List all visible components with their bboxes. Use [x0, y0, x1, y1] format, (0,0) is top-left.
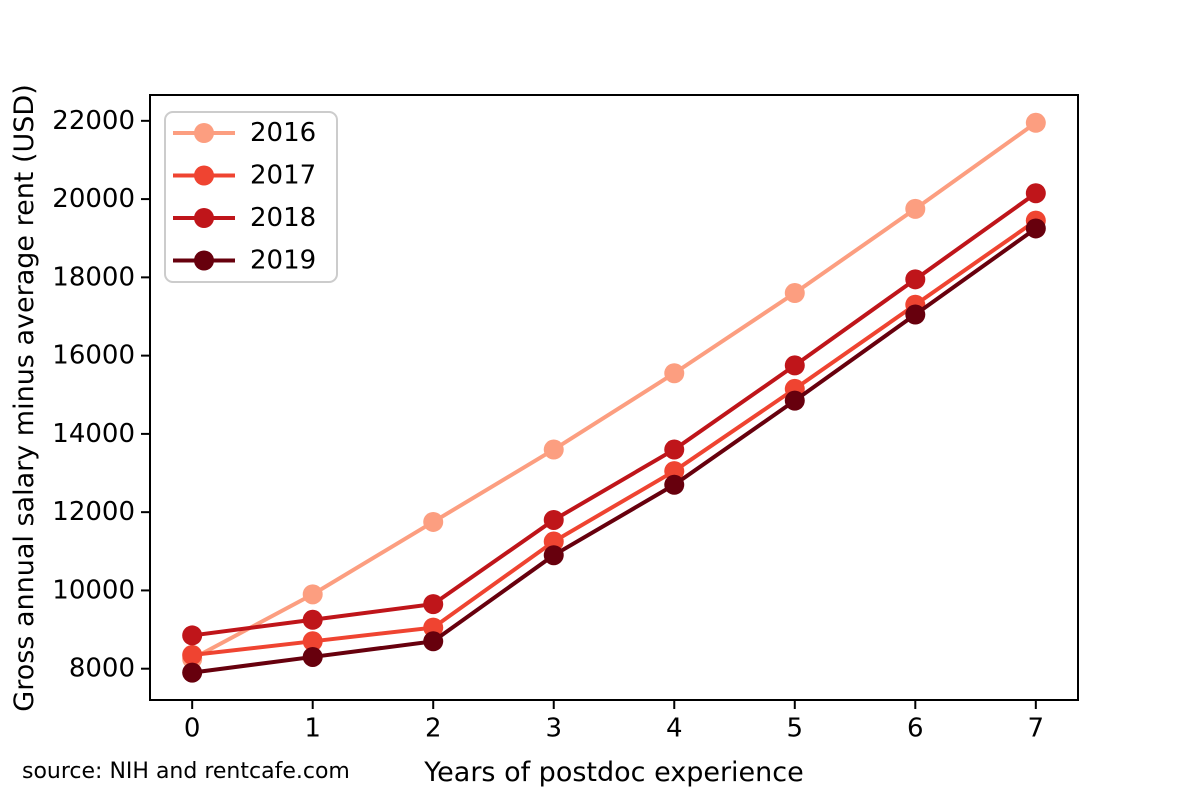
data-point-2016-6 [905, 198, 926, 219]
data-point-2016-3 [543, 439, 564, 460]
data-point-2019-5 [784, 390, 805, 411]
x-tick-label: 7 [1028, 713, 1045, 743]
source-note: source: NIH and rentcafe.com [22, 759, 350, 784]
data-point-2018-4 [664, 439, 685, 460]
legend-swatch-marker [194, 250, 214, 271]
legend-box [164, 111, 338, 283]
y-axis-label: Gross annual salary minus average rent (… [9, 84, 40, 711]
x-tick-label: 0 [184, 713, 201, 743]
ticks-layer: 8000 10000 12000 14000 16000 18000 20000 22000 0… [52, 106, 1044, 744]
x-tick-label: 3 [545, 713, 562, 743]
legend-entry-2016: 2016 [173, 118, 316, 148]
legend-swatch-marker [194, 208, 214, 228]
x-tick-label: 6 [907, 713, 924, 743]
x-axis-label: Years of postdoc experience [423, 757, 803, 788]
legend-entry-2018: 2018 [173, 203, 316, 233]
x-tick-label: 1 [304, 713, 321, 743]
y-tick-label: 8000 [69, 654, 135, 684]
series-line-2019 [191, 226, 1037, 675]
legend-label: 2019 [250, 246, 316, 276]
data-point-2018-0 [182, 625, 203, 646]
legend-swatch-marker [194, 165, 214, 186]
y-tick-label: 20000 [52, 184, 135, 214]
data-point-2019-4 [664, 474, 685, 495]
data-point-2017-0 [182, 644, 203, 665]
data-point-2019-1 [302, 646, 323, 667]
data-point-2016-4 [664, 363, 685, 384]
data-point-2018-5 [784, 355, 805, 376]
y-tick-label: 12000 [52, 497, 135, 527]
y-tick-label: 22000 [52, 106, 135, 136]
data-point-2018-1 [302, 609, 323, 630]
data-point-2018-7 [1025, 183, 1046, 204]
data-point-2017-4 [664, 461, 685, 482]
y-tick-label: 16000 [52, 341, 135, 371]
series-line-2018 [191, 191, 1037, 638]
x-tick-label: 5 [787, 713, 804, 743]
y-tick-label: 14000 [52, 419, 135, 449]
y-tick-label: 10000 [52, 575, 135, 605]
data-point-2019-7 [1025, 218, 1046, 239]
data-point-2017-1 [302, 631, 323, 652]
legend-swatch-marker [194, 123, 214, 143]
data-point-2019-3 [543, 545, 564, 566]
series-layer [182, 112, 1046, 683]
series-line-2016 [191, 121, 1037, 661]
data-point-2019-6 [905, 304, 926, 325]
data-point-2018-6 [905, 269, 926, 290]
data-point-2016-5 [784, 283, 805, 304]
data-point-2018-3 [543, 509, 564, 530]
series-line-2017 [191, 218, 1037, 657]
legend-label: 2016 [250, 118, 316, 148]
data-point-2019-2 [423, 631, 444, 652]
y-tick-label: 18000 [52, 262, 135, 292]
legend-label: 2017 [250, 161, 316, 191]
legend-layer: 2016 2017 2018 2019 [164, 111, 338, 283]
x-tick-label: 4 [666, 713, 683, 743]
legend-label: 2018 [250, 203, 316, 233]
legend-entry-2019: 2019 [173, 246, 316, 276]
data-point-2016-2 [423, 511, 444, 532]
data-point-2017-2 [423, 617, 444, 638]
data-point-2016-7 [1025, 112, 1046, 133]
data-point-2018-2 [423, 594, 444, 615]
data-point-2016-1 [302, 584, 323, 605]
legend-entry-2017: 2017 [173, 161, 316, 191]
data-point-2017-3 [543, 531, 564, 552]
data-point-2019-0 [182, 662, 203, 683]
x-tick-label: 2 [425, 713, 442, 743]
